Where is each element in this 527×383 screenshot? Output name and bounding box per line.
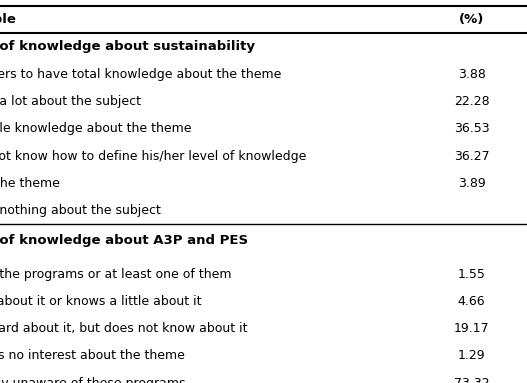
Text: Does not know how to define his/her level of knowledge: Does not know how to define his/her leve…: [0, 150, 307, 162]
Text: 1.55: 1.55: [458, 268, 485, 281]
Text: Level of knowledge about A3P and PES: Level of knowledge about A3P and PES: [0, 234, 248, 247]
Text: Heard about it or knows a little about it: Heard about it or knows a little about i…: [0, 295, 202, 308]
Text: Is totally unaware of these programs: Is totally unaware of these programs: [0, 376, 186, 383]
Text: 4.66: 4.66: [458, 295, 485, 308]
Text: (%): (%): [459, 13, 484, 26]
Text: 36.27: 36.27: [454, 150, 490, 162]
Text: 19.17: 19.17: [454, 322, 490, 335]
Text: Knows a lot about the subject: Knows a lot about the subject: [0, 95, 141, 108]
Text: Has heard about it, but does not know about it: Has heard about it, but does not know ab…: [0, 322, 248, 335]
Text: 73.32: 73.32: [454, 376, 490, 383]
Text: Level of knowledge about sustainability: Level of knowledge about sustainability: [0, 41, 255, 53]
Text: about the theme: about the theme: [0, 177, 60, 190]
Text: Still has no interest about the theme: Still has no interest about the theme: [0, 349, 185, 362]
Text: Knows nothing about the subject: Knows nothing about the subject: [0, 204, 161, 217]
Text: 36.53: 36.53: [454, 123, 490, 135]
Text: 1.29: 1.29: [458, 349, 485, 362]
Text: 3.88: 3.88: [458, 68, 485, 81]
Text: Has little knowledge about the theme: Has little knowledge about the theme: [0, 123, 192, 135]
Text: Variable: Variable: [0, 13, 17, 26]
Text: 3.89: 3.89: [458, 177, 485, 190]
Text: Considers to have total knowledge about the theme: Considers to have total knowledge about …: [0, 68, 281, 81]
Text: Knows the programs or at least one of them: Knows the programs or at least one of th…: [0, 268, 232, 281]
Text: 22.28: 22.28: [454, 95, 490, 108]
